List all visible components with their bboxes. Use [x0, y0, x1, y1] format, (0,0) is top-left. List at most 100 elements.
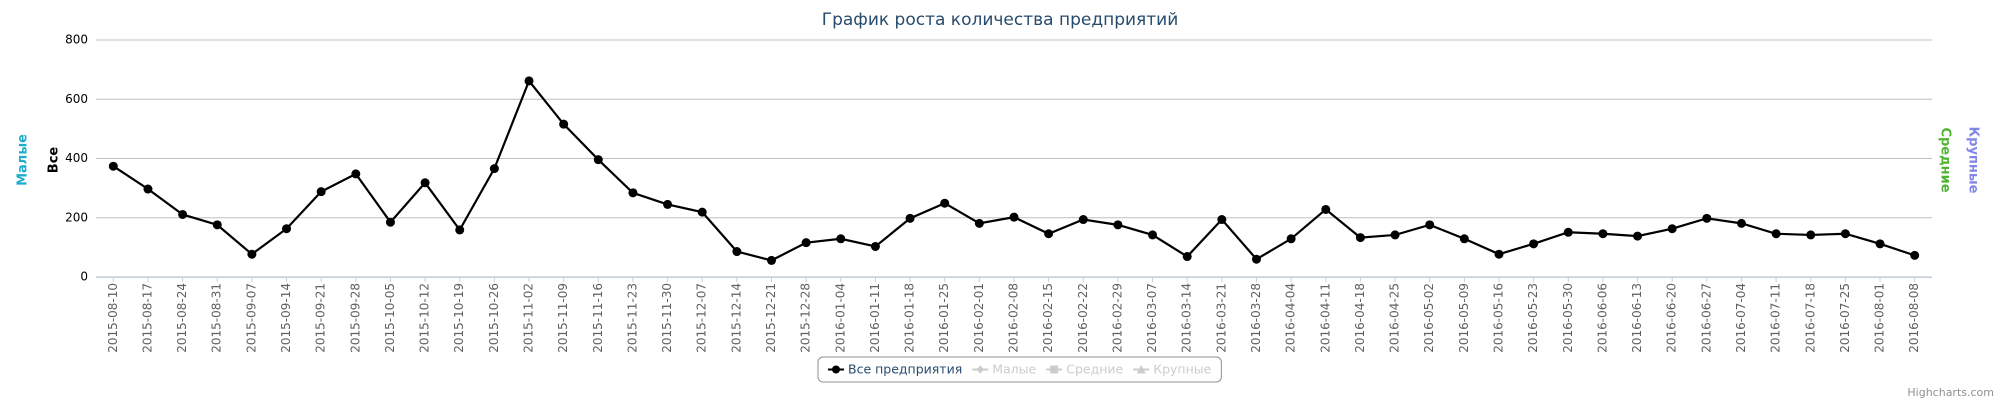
point — [1286, 234, 1296, 244]
y-axis-title: Средние — [1938, 127, 1953, 192]
x-tick-label: 2016-01-18 — [903, 283, 917, 353]
x-tick-label: 2015-11-30 — [660, 283, 674, 353]
point — [697, 207, 707, 217]
x-tick-label: 2015-10-26 — [487, 283, 501, 353]
point — [974, 218, 984, 228]
point — [1390, 230, 1400, 240]
point — [1494, 249, 1504, 259]
point — [455, 225, 465, 235]
x-tick-label: 2015-11-16 — [591, 283, 605, 353]
x-tick-label: 2015-11-23 — [625, 283, 639, 353]
point — [1840, 229, 1850, 239]
point — [1009, 212, 1019, 222]
point — [108, 161, 118, 171]
point — [212, 220, 222, 230]
x-tick-label: 2016-05-23 — [1526, 283, 1540, 353]
x-tick-label: 2016-02-22 — [1076, 283, 1090, 353]
x-tick-label: 2015-12-14 — [729, 283, 743, 353]
x-tick-label: 2016-01-11 — [868, 283, 882, 353]
x-tick-label: 2016-03-21 — [1214, 283, 1228, 353]
point — [1806, 230, 1816, 240]
point — [1044, 229, 1054, 239]
y-tick-label: 600 — [65, 92, 88, 106]
x-tick-label: 2016-05-09 — [1457, 283, 1471, 353]
x-tick-label: 2016-02-15 — [1041, 283, 1055, 353]
legend-symbol — [832, 365, 840, 374]
x-tick-label: 2015-10-12 — [418, 283, 432, 353]
point — [593, 155, 603, 165]
x-tick-label: 2015-10-19 — [452, 283, 466, 353]
y-axis-title: Малые — [16, 134, 31, 186]
legend-box — [817, 356, 1222, 383]
point — [1771, 229, 1781, 239]
legend-item[interactable]: Малые — [972, 362, 1037, 377]
x-tick-label: 2016-05-30 — [1561, 283, 1575, 353]
x-tick-label: 2016-02-08 — [1007, 283, 1021, 353]
series-line — [112, 78, 1916, 262]
x-tick-label: 2016-06-27 — [1699, 283, 1713, 353]
point — [559, 119, 569, 129]
x-tick-label: 2016-04-18 — [1353, 283, 1367, 353]
point — [143, 184, 153, 194]
point — [282, 224, 292, 234]
x-tick-label: 2016-07-25 — [1838, 283, 1852, 353]
x-tick-label: 2016-05-16 — [1491, 283, 1505, 353]
x-tick-label: 2016-01-25 — [937, 283, 951, 353]
credits[interactable]: Highcharts.com — [1907, 386, 1994, 399]
x-tick-label: 2015-09-21 — [314, 283, 328, 353]
x-tick-label: 2016-01-04 — [833, 283, 847, 353]
point — [767, 255, 777, 265]
point — [420, 178, 430, 188]
point — [1355, 233, 1365, 243]
x-tick-label: 2016-03-07 — [1145, 283, 1159, 353]
x-tick-label: 2015-10-05 — [383, 283, 397, 353]
x-tick-label: 2016-06-06 — [1595, 283, 1609, 353]
point — [836, 234, 846, 244]
point — [1529, 239, 1539, 249]
legend-item[interactable]: Все предприятия — [828, 362, 962, 377]
legend-symbol — [1050, 365, 1059, 374]
legend-label: Все предприятия — [848, 362, 962, 377]
x-tick-label: 2016-05-02 — [1422, 283, 1436, 353]
point — [1251, 254, 1261, 264]
x-tick-label: 2015-12-07 — [695, 283, 709, 353]
x-tick-label: 2015-09-07 — [244, 283, 258, 353]
x-tick-label: 2015-12-28 — [799, 283, 813, 353]
x-tick-label: 2015-12-21 — [764, 283, 778, 353]
x-tick-label: 2016-04-25 — [1388, 283, 1402, 353]
legend: Все предприятия Малые Средние Крупные — [817, 356, 1222, 383]
x-tick-label: 2015-09-14 — [279, 283, 293, 353]
point — [732, 247, 742, 257]
y-axis-title: Крупные — [1966, 127, 1981, 194]
point — [628, 188, 638, 198]
x-tick-label: 2016-06-20 — [1665, 283, 1679, 353]
legend-symbol — [1136, 365, 1146, 374]
point — [524, 76, 534, 86]
point — [1598, 229, 1608, 239]
point — [385, 217, 395, 227]
legend-item[interactable]: Средние — [1046, 362, 1124, 377]
legend-label: Средние — [1066, 362, 1123, 377]
point — [316, 187, 326, 197]
x-tick-label: 2015-08-10 — [106, 283, 120, 353]
x-tick-label: 2015-08-17 — [140, 283, 154, 353]
y-tick-label: 0 — [80, 270, 88, 284]
point — [905, 213, 915, 223]
point — [1148, 230, 1158, 240]
y-axis-title: Все — [47, 147, 62, 174]
point — [1563, 227, 1573, 237]
point — [1217, 215, 1227, 225]
x-tick-label: 2016-06-13 — [1630, 283, 1644, 353]
x-tick-label: 2016-04-11 — [1318, 283, 1332, 353]
x-tick-label: 2016-03-14 — [1180, 283, 1194, 353]
x-tick-label: 2015-11-02 — [522, 283, 536, 353]
x-tick-label: 2016-02-29 — [1110, 283, 1124, 353]
legend-item[interactable]: Крупные — [1133, 362, 1212, 377]
chart-title: График роста количества предприятий — [822, 10, 1179, 30]
x-tick-label: 2016-04-04 — [1284, 283, 1298, 353]
point — [940, 198, 950, 208]
point — [1078, 215, 1088, 225]
point — [1113, 220, 1123, 230]
legend-label: Крупные — [1153, 362, 1211, 377]
legend-symbol — [976, 365, 985, 374]
